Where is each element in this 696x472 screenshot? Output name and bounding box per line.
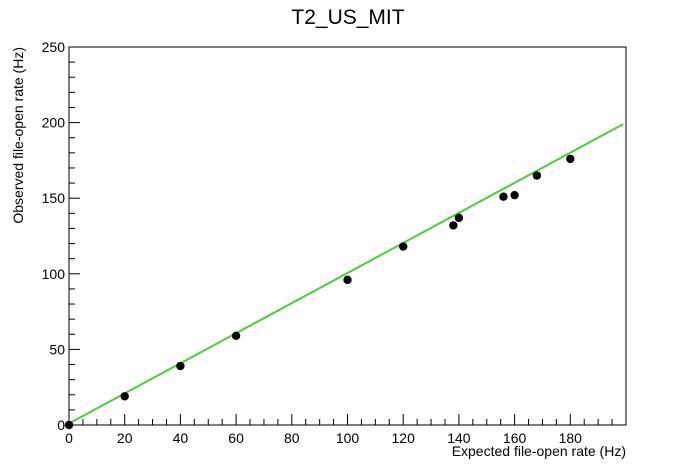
x-tick-label: 140 [447,430,471,446]
y-tick-label: 50 [49,341,65,357]
x-tick-label: 60 [228,430,244,446]
x-tick-label: 120 [392,430,416,446]
y-tick-label: 200 [42,115,66,131]
data-point [64,420,74,430]
data-point [343,275,352,285]
data-point [176,361,185,371]
data-point [399,242,408,251]
x-tick-label: 160 [503,430,527,446]
y-tick-label: 250 [42,39,66,55]
data-point [566,154,575,164]
fit-line-group [68,123,624,425]
y-tick-label: 150 [42,190,66,206]
y-tick-label: 100 [42,266,66,282]
x-tick-label: 0 [65,430,73,446]
y-axis-label: Observed file-open rate (Hz) [10,47,26,224]
chart-title: T2_US_MIT [291,6,405,29]
x-tick-label: 80 [284,430,300,446]
data-point [510,190,519,200]
x-tick-label: 180 [559,430,583,446]
data-point [454,213,464,223]
data-point [532,171,542,180]
data-points [64,154,575,430]
data-point [120,392,129,401]
x-tick-label: 40 [173,430,189,446]
x-tick-label: 100 [336,430,360,446]
data-point [231,331,241,340]
axes: 0 20 40 60 80 100 120 140 160 180 0 50 100 150 200 250 [42,39,627,446]
data-point [499,192,508,201]
x-axis-label: Expected file-open rate (Hz) [452,443,626,459]
fit-line [68,123,624,425]
x-tick-label: 20 [117,430,133,446]
data-point [449,221,458,230]
y-tick-label: 0 [57,417,65,433]
plot-frame [68,46,627,426]
